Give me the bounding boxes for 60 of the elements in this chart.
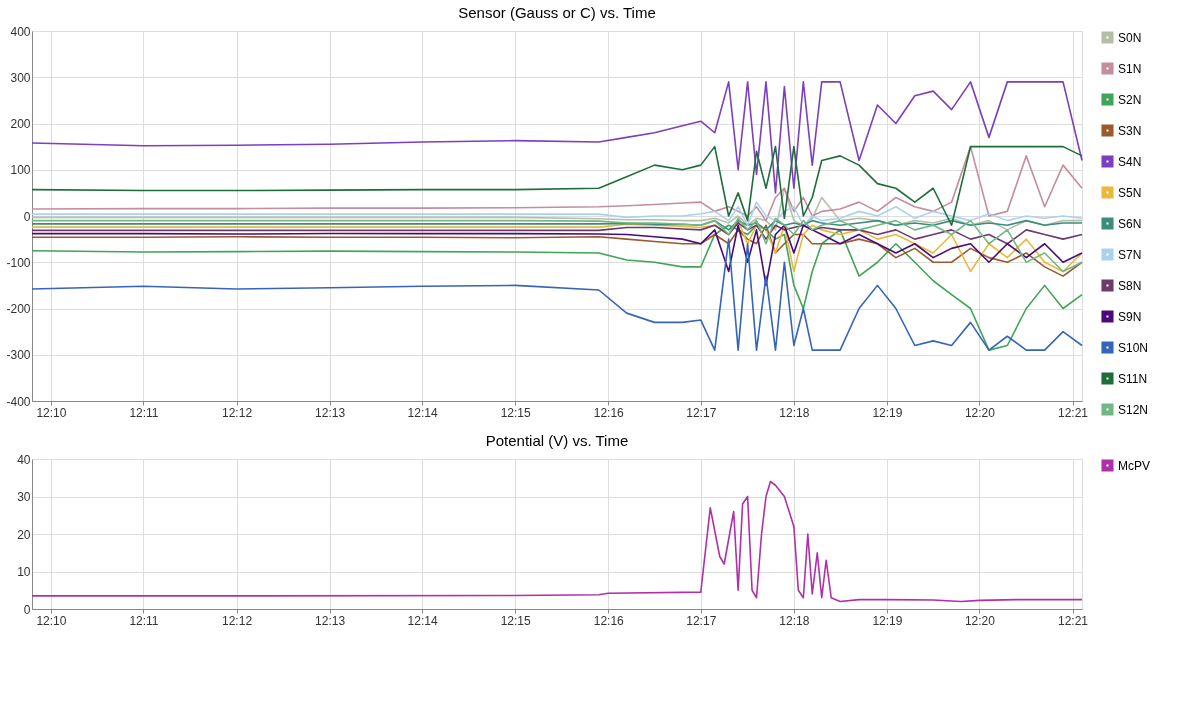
x-tick-label: 12:13 xyxy=(315,613,346,628)
x-tick-label: 12:14 xyxy=(407,613,438,628)
y-tick-label: -300 xyxy=(6,348,31,363)
line-series xyxy=(31,81,1083,194)
y-tick-label: 400 xyxy=(10,24,31,39)
line-series xyxy=(31,219,1083,231)
x-tick-label: 12:20 xyxy=(964,405,996,420)
y-tick-label: 300 xyxy=(10,70,31,85)
x-tick-label: 12:12 xyxy=(222,405,253,420)
y-tick-label: 0 xyxy=(23,209,31,224)
y-tick-label: 30 xyxy=(17,490,31,504)
x-tick-label: 12:11 xyxy=(129,613,159,628)
x-tick-label: 12:21 xyxy=(1058,405,1089,420)
legend-label: S12N xyxy=(1118,402,1149,417)
y-tick-label: -200 xyxy=(6,302,31,316)
y-tick-label: 10 xyxy=(17,565,31,579)
x-tick-label: 12:13 xyxy=(315,405,346,420)
y-tick-label: 20 xyxy=(17,527,31,542)
y-tick-label: -400 xyxy=(6,394,31,409)
legend-label: S8N xyxy=(1118,278,1142,293)
x-tick-label: 12:16 xyxy=(593,613,625,628)
legend-label: McPV xyxy=(1118,458,1151,473)
chart-title: Potential (V) vs. Time xyxy=(485,432,629,449)
x-tick-label: 12:17 xyxy=(686,613,717,628)
legend-label: S3N xyxy=(1118,123,1142,138)
line-series xyxy=(31,222,1083,245)
legend-label: S4N xyxy=(1118,154,1142,169)
chart-title: Sensor (Gauss or C) vs. Time xyxy=(458,4,656,21)
x-tick-label: 12:15 xyxy=(500,405,532,420)
x-tick-label: 12:10 xyxy=(36,613,67,628)
legend-label: S9N xyxy=(1118,309,1142,324)
y-tick-label: 200 xyxy=(10,117,31,131)
legend-label: S5N xyxy=(1118,185,1142,200)
y-tick-label: 100 xyxy=(10,163,31,178)
x-tick-label: 12:20 xyxy=(964,613,996,628)
legend-label: S6N xyxy=(1118,216,1142,231)
legend-label: S10N xyxy=(1118,340,1149,355)
x-tick-label: 12:11 xyxy=(129,405,159,420)
y-tick-label: 0 xyxy=(23,602,31,617)
legend-label: S7N xyxy=(1118,247,1142,262)
x-tick-label: 12:19 xyxy=(872,405,903,420)
x-tick-label: 12:14 xyxy=(407,405,438,420)
x-tick-label: 12:16 xyxy=(593,405,625,420)
legend-label: S2N xyxy=(1118,92,1142,107)
line-series xyxy=(31,201,1083,227)
legend-label: S1N xyxy=(1118,61,1142,76)
x-tick-label: 12:18 xyxy=(779,405,810,420)
line-series xyxy=(31,187,1083,231)
legend-label: S11N xyxy=(1118,371,1148,386)
x-tick-label: 12:18 xyxy=(779,613,810,628)
y-tick-label: 40 xyxy=(17,452,31,467)
line-series xyxy=(31,480,1083,603)
x-tick-label: 12:19 xyxy=(872,613,903,628)
legend-label: S0N xyxy=(1118,30,1142,45)
x-tick-label: 12:21 xyxy=(1058,613,1089,628)
x-tick-label: 12:17 xyxy=(686,405,717,420)
y-tick-label: -100 xyxy=(6,255,31,270)
x-tick-label: 12:12 xyxy=(222,613,253,628)
x-tick-label: 12:15 xyxy=(500,613,532,628)
x-tick-label: 12:10 xyxy=(36,405,67,420)
